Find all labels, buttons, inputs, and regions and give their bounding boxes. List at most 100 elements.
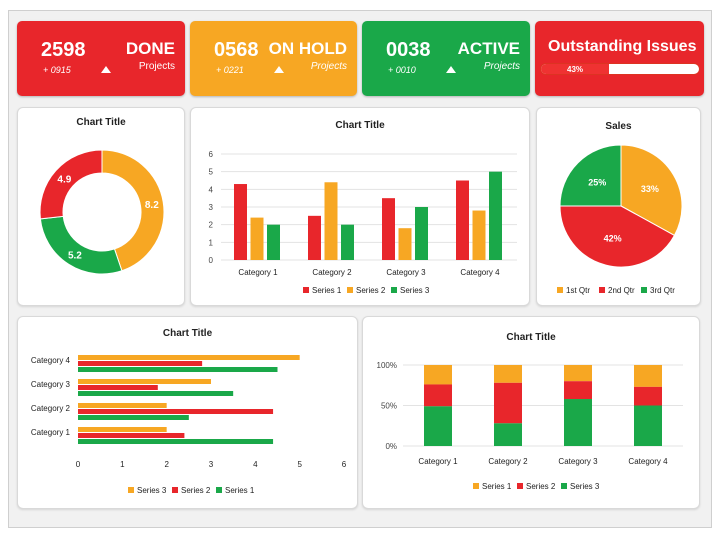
stacked-bar-series-3-category-2: [494, 423, 522, 446]
hbar-series-2-category-1: [78, 433, 185, 438]
kpi-card-outstanding-issues[interactable]: Outstanding Issues 43%: [535, 21, 704, 96]
hbar-series-2-category-2: [78, 409, 274, 414]
up-arrow-icon: [101, 66, 111, 73]
y-tick-label: 3: [209, 203, 214, 212]
sales-pie-title: Sales: [605, 121, 632, 132]
x-tick-label: Category 1: [238, 268, 278, 277]
x-tick-label: Category 1: [418, 457, 458, 466]
legend-label: 1st Qtr: [566, 286, 590, 295]
y-tick-label: 4: [209, 185, 214, 194]
stacked-bar-series-3-category-3: [564, 399, 592, 446]
outstanding-progress-fill: [541, 64, 609, 74]
legend-swatch-series-1: [303, 287, 309, 293]
x-tick-label: 3: [209, 460, 214, 469]
column-bar-series-2-category-1: [250, 217, 264, 260]
legend-swatch-series-1: [216, 487, 222, 493]
x-tick-label: 4: [253, 460, 258, 469]
x-tick-label: Category 4: [460, 268, 500, 277]
column-chart-panel: Chart Title 0 1 2 3 4 5 6 Category 1 Category 2 C…: [190, 107, 530, 306]
kpi-delta: + 0221: [216, 65, 244, 75]
hbar-series-1-category-2: [78, 415, 189, 420]
hbar-series-3-category-3: [78, 379, 211, 384]
legend-swatch-series-3: [128, 487, 134, 493]
y-tick-label: 100%: [377, 361, 397, 370]
column-bar-series-2-category-3: [398, 228, 412, 260]
x-tick-label: 0: [76, 460, 81, 469]
x-tick-label: 5: [297, 460, 302, 469]
stacked-column-chart: 0% 50% 100% Category 1 Category 2 Category 3 C…: [377, 361, 683, 491]
outstanding-progress-bar: 43%: [540, 63, 700, 75]
column-bar-series-2-category-4: [472, 210, 486, 260]
x-tick-label: 6: [342, 460, 347, 469]
legend-label: Series 2: [181, 486, 211, 495]
horizontal-bar-panel: Chart Title 0 1 2 3 4 5 6 Category 1 Category 2 C…: [17, 316, 358, 509]
pie-data-label: 33%: [641, 184, 659, 194]
kpi-card-on-hold[interactable]: 0568 + 0221 ON HOLD Projects: [190, 21, 357, 96]
donut-chart-title: Chart Title: [76, 117, 126, 128]
kpi-status: ACTIVE: [457, 39, 520, 58]
kpi-number: 0568: [214, 39, 259, 61]
y-tick-label: 50%: [381, 402, 397, 411]
legend-label: Series 3: [137, 486, 167, 495]
donut-data-label: 8.2: [145, 200, 159, 211]
x-tick-label: 1: [120, 460, 125, 469]
donut-slice-3: [39, 149, 103, 220]
stacked-bar-series-1-category-1: [424, 365, 452, 385]
column-bar-series-3-category-4: [489, 171, 502, 260]
donut-data-label: 5.2: [68, 251, 82, 262]
stacked-bar-series-2-category-1: [424, 384, 452, 407]
legend-label: Series 1: [312, 286, 342, 295]
kpi-status: DONE: [125, 39, 175, 58]
kpi-number: 0038: [386, 39, 431, 61]
kpi-delta: + 0915: [43, 65, 71, 75]
kpi-delta: + 0010: [388, 65, 416, 75]
legend-label: Series 2: [356, 286, 386, 295]
column-bar-series-2-category-2: [324, 182, 338, 260]
donut-slice-1: [101, 149, 165, 272]
kpi-card-active[interactable]: 0038 + 0010 ACTIVE Projects: [362, 21, 530, 96]
kpi-number: 2598: [41, 39, 86, 61]
legend-swatch-series-3: [391, 287, 397, 293]
legend-swatch-series-2: [172, 487, 178, 493]
sales-pie-panel: Sales 33% 42% 25% 1st Qtr 2nd Qtr 3rd Qtr: [536, 107, 701, 306]
column-chart-title: Chart Title: [335, 120, 385, 131]
donut-chart-panel: Chart Title 8.2 5.2 4.9: [17, 107, 185, 306]
pie-slice-1st-qtr: [620, 144, 683, 237]
legend-label: Series 2: [526, 482, 556, 491]
x-tick-label: Category 3: [386, 268, 426, 277]
horizontal-bar-chart: 0 1 2 3 4 5 6 Category 1 Category 2 Category 3 Cat…: [31, 355, 347, 495]
x-tick-label: Category 2: [312, 268, 352, 277]
pie-data-label: 42%: [604, 233, 622, 243]
legend-label: Series 3: [570, 482, 600, 491]
stacked-bar-series-3-category-4: [634, 405, 662, 446]
kpi-label: Projects: [310, 61, 347, 72]
column-bar-series-3-category-2: [341, 224, 354, 260]
pie-data-label: 25%: [588, 177, 606, 187]
column-bar-series-1-category-4: [456, 180, 469, 260]
hbar-series-3-category-2: [78, 403, 167, 408]
x-tick-label: Category 3: [558, 457, 598, 466]
stacked-bar-series-2-category-4: [634, 386, 662, 406]
legend-label: Series 1: [225, 486, 255, 495]
y-tick-label: 2: [209, 221, 214, 230]
legend-swatch-series-2: [517, 483, 523, 489]
donut-data-label: 4.9: [57, 174, 71, 185]
legend-label: 3rd Qtr: [650, 286, 675, 295]
sales-pie-chart: 33% 42% 25% 1st Qtr 2nd Qtr 3rd Qtr: [557, 144, 683, 295]
donut-chart: 8.2 5.2 4.9: [39, 149, 165, 275]
y-tick-label: Category 2: [31, 404, 71, 413]
hbar-series-1-category-3: [78, 391, 234, 396]
kpi-label: Projects: [138, 61, 175, 72]
legend-label: Series 3: [400, 286, 430, 295]
pie-slice-2nd-qtr: [559, 205, 676, 268]
stacked-bar-series-1-category-3: [564, 365, 592, 382]
y-tick-label: Category 3: [31, 380, 71, 389]
stacked-bar-series-1-category-2: [494, 365, 522, 383]
column-bar-series-1-category-3: [382, 198, 395, 260]
outstanding-title: Outstanding Issues: [548, 38, 697, 55]
up-arrow-icon: [274, 66, 284, 73]
kpi-card-done[interactable]: 2598 + 0915 DONE Projects: [17, 21, 185, 96]
column-bar-series-3-category-1: [267, 224, 280, 260]
pie-slice-3rd-qtr: [559, 144, 622, 207]
hbar-series-3-category-4: [78, 355, 300, 360]
